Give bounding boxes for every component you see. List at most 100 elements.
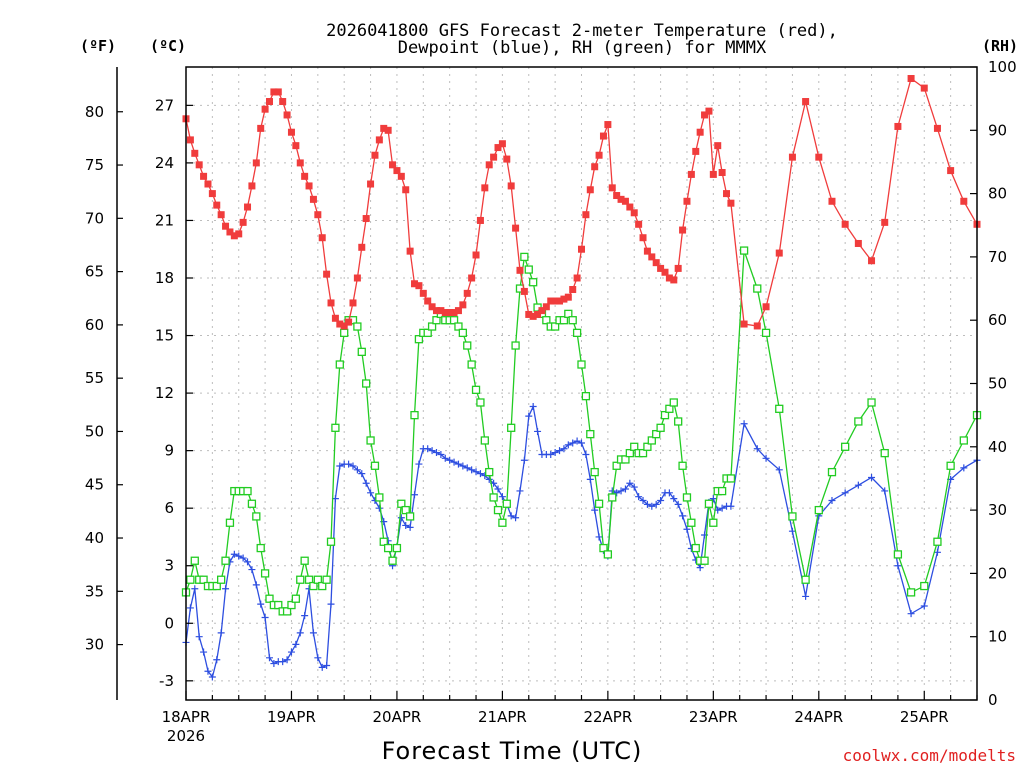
celsius-tick-label: 27 [155, 96, 174, 114]
temperature-marker [432, 307, 440, 315]
dewpoint-marker [406, 523, 414, 531]
fahrenheit-tick-label: 65 [85, 263, 104, 281]
rh-marker [621, 455, 630, 464]
rh-tick-label: 60 [988, 311, 1007, 329]
temperature-marker [723, 190, 731, 198]
fahrenheit-tick-label: 50 [85, 422, 104, 440]
rh-marker [186, 575, 195, 584]
rh-marker [454, 322, 463, 331]
dewpoint-marker [718, 504, 726, 512]
temperature-marker [674, 264, 682, 272]
temperature-marker [397, 172, 405, 180]
temperature-marker [331, 314, 339, 322]
temperature-marker [643, 247, 651, 255]
temperature-marker [362, 215, 370, 223]
rh-marker [313, 575, 322, 584]
dewpoint-marker [450, 458, 458, 466]
temperature-marker [551, 297, 559, 305]
dewpoint-marker [402, 521, 410, 529]
temperature-marker [384, 126, 392, 134]
rh-marker [867, 398, 876, 407]
temperature-marker [670, 276, 678, 284]
fahrenheit-tick-label: 60 [85, 316, 104, 334]
rh-marker [608, 493, 617, 502]
dewpoint-marker [933, 548, 941, 556]
temperature-marker [512, 224, 520, 232]
rh-marker [291, 594, 301, 603]
dewpoint-marker [353, 466, 361, 474]
rh-marker [388, 556, 397, 565]
rh-marker [678, 461, 687, 470]
dewpoint-marker [586, 475, 594, 483]
rh-tick-label: 90 [988, 121, 1007, 139]
dewpoint-marker [213, 656, 221, 664]
temperature-marker [446, 309, 454, 317]
x-tick-label: 19APR [267, 708, 316, 726]
rh-marker [669, 398, 678, 407]
dewpoint-marker [841, 489, 849, 497]
grid-lines [186, 67, 977, 700]
rh-marker [709, 518, 718, 527]
rh-marker [296, 575, 305, 584]
temperature-marker [648, 253, 656, 261]
rh-marker [753, 284, 762, 293]
dewpoint-marker [556, 447, 564, 455]
temperature-marker [661, 268, 669, 276]
dewpoint-marker [345, 460, 353, 468]
temperature-marker [314, 211, 322, 219]
dewpoint-marker [327, 600, 335, 608]
temperature-marker [621, 197, 629, 205]
temperature-marker [318, 234, 326, 242]
axes [116, 66, 978, 701]
rh-marker [612, 461, 621, 470]
temperature-marker [336, 320, 344, 328]
temperature-marker [687, 170, 695, 178]
temperature-marker [217, 211, 225, 219]
rh-marker [643, 442, 652, 451]
dewpoint-marker [525, 412, 533, 420]
temperature-marker [402, 186, 410, 194]
rh-marker [590, 467, 599, 477]
dewpoint-marker [446, 456, 454, 464]
rh-tick-label: 10 [988, 628, 1007, 646]
rh-marker [485, 467, 494, 477]
dewpoint-marker [463, 464, 471, 472]
temperature-marker [419, 289, 427, 297]
rh-marker [665, 404, 674, 413]
dewpoint-marker [512, 514, 520, 522]
rh-marker [274, 600, 283, 610]
dewpoint-marker [283, 656, 291, 664]
dewpoint-marker [674, 500, 682, 508]
dewpoint-marker [235, 552, 243, 560]
dewpoint-marker [217, 629, 225, 637]
dewpoint-marker [279, 658, 287, 666]
dewpoint-marker [591, 506, 599, 514]
temperature-marker [665, 274, 673, 282]
dewpoint-marker [248, 566, 256, 574]
dewpoint-marker [516, 487, 524, 495]
fahrenheit-tick-label: 45 [85, 476, 104, 494]
tick-labels: -3 0 3 6 9 12 15 18 21 24 27 30 35 40 45 50 55 60 65 70 75 80… [85, 58, 1017, 726]
temperature-marker [472, 251, 480, 259]
temperature-marker [406, 247, 414, 255]
celsius-unit-label: (ºC) [150, 37, 186, 55]
dewpoint-marker [230, 550, 238, 558]
temperature-marker [617, 195, 625, 203]
temperature-marker [841, 220, 849, 228]
dewpoint-marker [309, 629, 317, 637]
temperature-marker [573, 274, 581, 282]
temperature-marker [309, 195, 317, 203]
temperature-marker [393, 167, 401, 175]
temperature-marker [657, 264, 665, 272]
rh-marker [652, 429, 661, 439]
dewpoint-marker [868, 473, 876, 481]
celsius-tick-label: 15 [155, 327, 174, 345]
series-rh [181, 246, 982, 616]
rh-marker [401, 505, 410, 515]
rh-marker [704, 499, 714, 508]
dewpoint-marker [472, 468, 480, 476]
temperature-marker [450, 309, 458, 317]
dewpoint-marker [679, 512, 687, 520]
rh-marker [326, 537, 336, 546]
temperature-marker [490, 153, 498, 161]
